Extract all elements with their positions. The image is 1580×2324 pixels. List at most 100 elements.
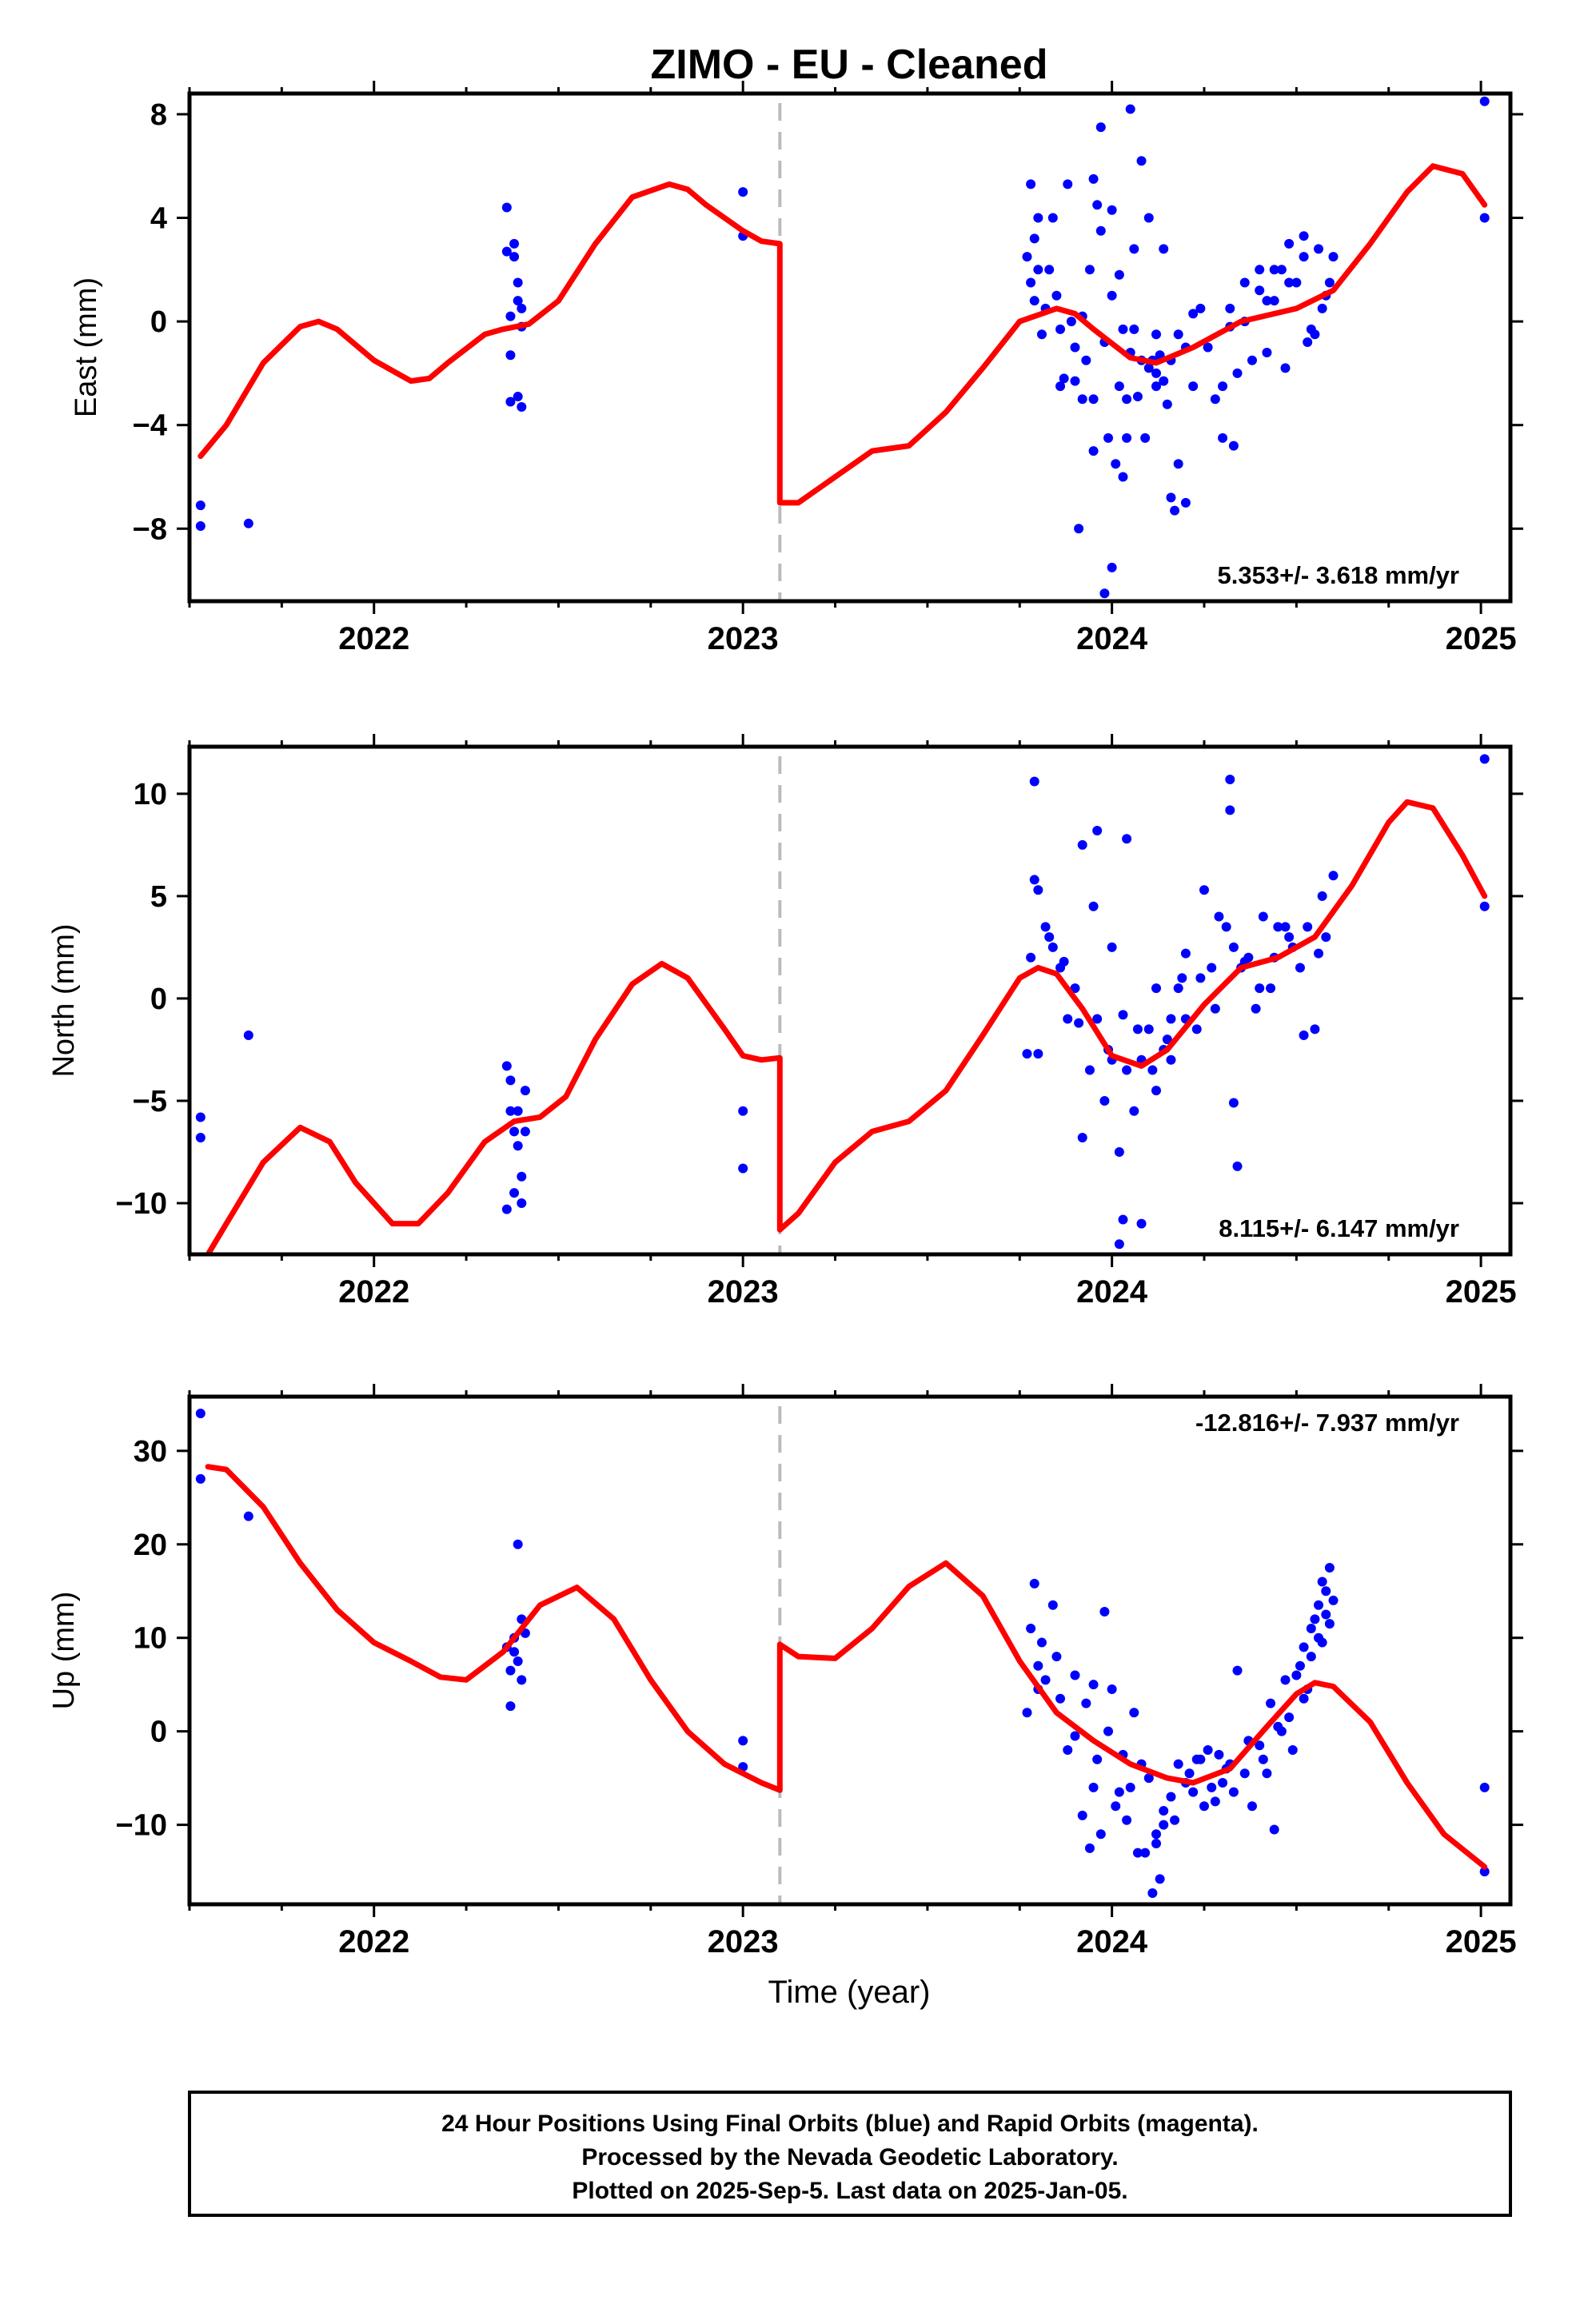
east-data-point (1173, 459, 1183, 469)
north-data-point (1221, 922, 1231, 932)
north-data-point (509, 1188, 520, 1198)
up-data-point (1047, 1600, 1058, 1610)
north-data-point (1132, 1024, 1143, 1034)
up-data-point (1070, 1731, 1080, 1741)
north-data-point (513, 1106, 523, 1116)
up-data-point (1107, 1684, 1117, 1695)
east-data-point (1173, 329, 1183, 340)
east-data-point (1059, 373, 1069, 384)
up-data-point (1295, 1660, 1305, 1671)
north-data-point (1044, 932, 1055, 943)
north-data-point (1114, 1146, 1124, 1157)
up-data-point (1321, 1586, 1331, 1597)
up-data-point (1266, 1698, 1276, 1708)
north-data-point (1210, 1003, 1220, 1014)
east-y-axis-label: East (mm) (70, 277, 103, 417)
north-data-point (1166, 1054, 1176, 1065)
east-data-point (1111, 459, 1121, 469)
x-axis-label: Time (year) (768, 1975, 931, 2010)
up-data-point (195, 1473, 205, 1484)
up-data-point (1151, 1829, 1162, 1840)
up-panel: 2022 2023 2024 2025 30 20 10 0 −10 Up (mm) -12.816… (47, 1384, 1523, 1959)
north-data-point (1122, 1065, 1132, 1075)
north-data-point (243, 1030, 253, 1041)
north-data-point (1088, 901, 1099, 911)
north-data-point (1195, 973, 1206, 983)
north-data-point (1328, 871, 1339, 881)
north-y-axis-label: North (mm) (47, 923, 81, 1077)
north-data-point (520, 1126, 530, 1137)
footer-line-1: 24 Hour Positions Using Final Orbits (bl… (441, 2111, 1259, 2137)
up-data-point (1170, 1815, 1180, 1825)
north-data-point (1059, 956, 1069, 967)
east-data-point (1210, 394, 1220, 405)
east-data-point (1047, 213, 1058, 223)
up-data-point (1317, 1577, 1327, 1587)
up-data-point (1218, 1777, 1228, 1788)
east-plot-area (195, 96, 1490, 599)
north-data-point (1228, 1098, 1239, 1108)
east-data-point (1088, 173, 1099, 184)
up-data-point (1306, 1624, 1316, 1634)
north-data-point (1063, 1014, 1073, 1024)
up-data-point (1184, 1768, 1195, 1779)
east-x-tick-label: 2023 (708, 621, 779, 656)
east-data-point (1159, 376, 1169, 386)
up-y-tick-label: 0 (150, 1716, 167, 1749)
north-plot-area (195, 754, 1490, 1254)
east-data-point (1170, 505, 1180, 516)
up-data-point (1291, 1670, 1302, 1680)
east-data-point (513, 296, 523, 306)
east-data-point (1029, 233, 1039, 244)
north-panel: 2022 2023 2024 2025 10 5 0 −5 −10 North (mm) 8.115… (47, 734, 1523, 1309)
north-data-point (1136, 1218, 1147, 1229)
east-data-point (1066, 317, 1076, 327)
east-data-point (1262, 347, 1272, 357)
north-data-point (1258, 911, 1268, 922)
north-data-point (501, 1061, 512, 1071)
east-data-point (1269, 265, 1279, 275)
east-data-point (1303, 337, 1313, 348)
up-data-point (1273, 1721, 1283, 1732)
up-data-point (1092, 1754, 1103, 1764)
north-data-point (1479, 901, 1490, 911)
east-x-tick-label: 2025 (1446, 621, 1517, 656)
up-data-point (1159, 1820, 1169, 1830)
north-data-point (1151, 983, 1162, 994)
north-data-point (1074, 1018, 1084, 1028)
east-data-point (1022, 252, 1032, 262)
up-data-point (1088, 1680, 1099, 1690)
east-data-point (501, 246, 512, 257)
north-data-point (517, 1198, 527, 1208)
footer-line-2: Processed by the Nevada Geodetic Laborat… (581, 2144, 1118, 2171)
north-data-point (1251, 1003, 1261, 1014)
up-y-tick-label: −10 (116, 1809, 167, 1843)
east-data-point (513, 277, 523, 288)
north-model-curve (205, 799, 1488, 1254)
north-data-point (1040, 922, 1051, 932)
north-data-point (1077, 1133, 1087, 1143)
north-data-point (1022, 1049, 1032, 1059)
up-data-point (1262, 1768, 1272, 1779)
north-data-point (1479, 754, 1490, 764)
up-data-point (1155, 1874, 1165, 1884)
east-data-point (195, 521, 205, 532)
east-data-point (1033, 265, 1043, 275)
up-data-point (1081, 1698, 1091, 1708)
up-data-point (1055, 1693, 1066, 1704)
up-data-point (1310, 1614, 1320, 1624)
east-data-point (1218, 433, 1228, 443)
east-data-point (505, 397, 516, 407)
east-data-point (1203, 342, 1213, 353)
up-data-point (505, 1665, 516, 1676)
north-data-point (1191, 1024, 1202, 1034)
east-data-point (738, 187, 748, 197)
east-y-tick-label: 4 (150, 202, 167, 236)
up-data-point (1321, 1609, 1331, 1620)
north-data-point (1107, 942, 1117, 952)
up-data-point (1328, 1595, 1339, 1605)
up-data-point (1317, 1637, 1327, 1648)
east-data-point (1132, 392, 1143, 402)
up-data-point (1125, 1782, 1135, 1792)
east-y-tick-label: −8 (133, 512, 167, 546)
